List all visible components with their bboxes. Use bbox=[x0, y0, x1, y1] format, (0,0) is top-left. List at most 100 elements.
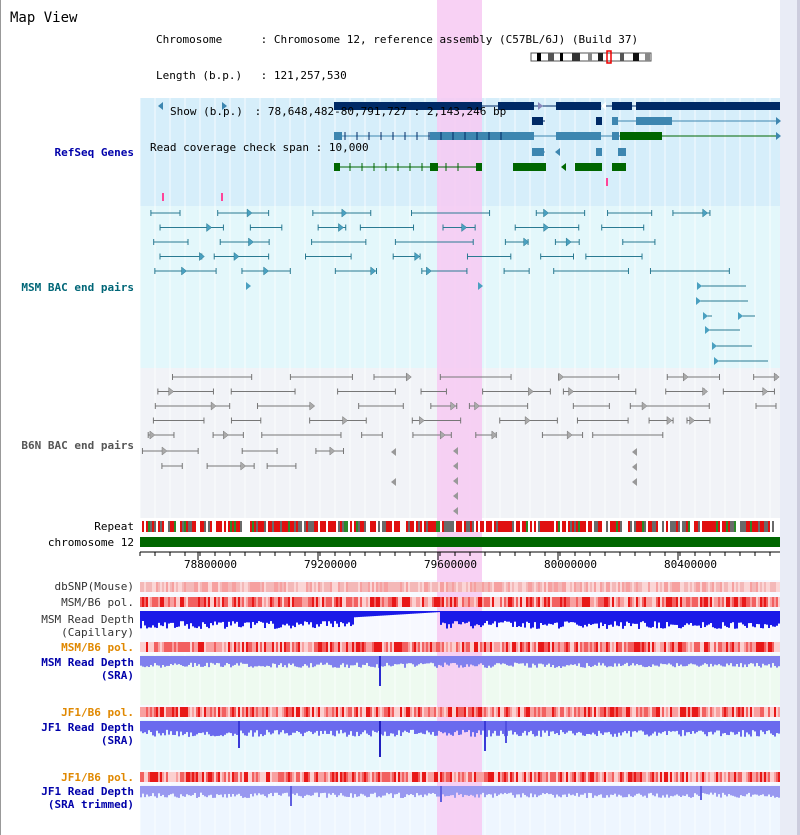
jf1-depth-sra-bar bbox=[320, 721, 322, 732]
repeat-segment bbox=[548, 521, 550, 532]
msm-bac-arrow bbox=[697, 282, 702, 290]
msm-b6-pol-strip-2 bbox=[400, 642, 402, 652]
msm-b6-pol-strip bbox=[388, 597, 390, 607]
dbsnp-strip bbox=[536, 582, 538, 592]
jf1-depth-trim-bar bbox=[476, 786, 478, 795]
msm-depth-sra-bar bbox=[538, 656, 540, 664]
msm-depth-sra-bar bbox=[262, 656, 264, 667]
dbsnp-strip bbox=[502, 582, 504, 592]
dbsnp-strip bbox=[646, 582, 648, 592]
msm-b6-pol-strip bbox=[504, 597, 506, 607]
msm-b6-pol-strip bbox=[348, 597, 350, 607]
dbsnp-strip bbox=[290, 582, 292, 592]
repeat-segment bbox=[306, 521, 308, 532]
dbsnp-strip bbox=[360, 582, 362, 592]
jf1-b6-pol-strip bbox=[616, 707, 618, 717]
msm-depth-sra-bar bbox=[268, 656, 270, 667]
msm-depth-capillary-bar bbox=[356, 611, 358, 618]
msm-b6-pol-strip-2 bbox=[606, 642, 608, 652]
jf1-b6-pol-strip bbox=[524, 707, 526, 717]
jf1-b6-pol-strip bbox=[202, 707, 204, 717]
gene-exon bbox=[596, 148, 602, 156]
jf1-depth-trim-bar bbox=[384, 786, 386, 796]
jf1-depth-trim-bar bbox=[776, 786, 778, 797]
dbsnp-strip bbox=[300, 582, 302, 592]
jf1-b6-pol-strip bbox=[492, 707, 494, 717]
dbsnp-strip bbox=[286, 582, 288, 592]
jf1-depth-trim-bar bbox=[420, 786, 422, 795]
jf1-b6-pol-strip bbox=[208, 707, 210, 717]
dbsnp-strip bbox=[456, 582, 458, 592]
jf1-depth-sra-bar bbox=[766, 721, 768, 731]
repeat-segment bbox=[184, 521, 186, 532]
jf1-b6-pol-strip-2 bbox=[778, 772, 780, 782]
msm-depth-capillary-bar bbox=[486, 611, 488, 621]
msm-depth-sra-bar bbox=[228, 656, 230, 665]
msm-b6-pol-strip-2 bbox=[358, 642, 360, 652]
jf1-depth-sra-bar bbox=[558, 721, 560, 736]
msm-depth-capillary-bar bbox=[724, 611, 726, 626]
repeat-segment bbox=[742, 521, 744, 532]
jf1-b6-pol-strip bbox=[444, 707, 446, 717]
msm-depth-sra-bar bbox=[198, 656, 200, 665]
msm-b6-pol-strip bbox=[446, 597, 448, 607]
b6n-bac-pair-arrow bbox=[240, 461, 247, 471]
dbsnp-strip bbox=[224, 582, 226, 592]
jf1-depth-trim-bar bbox=[620, 786, 622, 796]
msm-b6-pol-strip bbox=[436, 597, 438, 607]
jf1-b6-pol-strip bbox=[260, 707, 262, 717]
msm-depth-capillary-bar bbox=[274, 611, 276, 629]
jf1-depth-sra-bar bbox=[350, 721, 352, 732]
jf1-b6-pol-strip bbox=[314, 707, 316, 717]
dbsnp-strip bbox=[190, 582, 192, 592]
jf1-depth-trim-bar bbox=[544, 786, 546, 795]
jf1-b6-pol-strip-2 bbox=[706, 772, 708, 782]
jf1-b6-pol-strip bbox=[316, 707, 318, 717]
jf1-b6-pol-strip-2 bbox=[576, 772, 578, 782]
gene-exon bbox=[662, 117, 672, 125]
msm-b6-pol-strip-2 bbox=[174, 642, 176, 652]
jf1-depth-trim-bar bbox=[644, 786, 646, 796]
dbsnp-strip bbox=[722, 582, 724, 592]
jf1-depth-sra-bar bbox=[778, 721, 780, 734]
msm-b6-pol-strip-2 bbox=[684, 642, 686, 652]
jf1-b6-pol-label-1: JF1/B6 pol. bbox=[61, 706, 134, 719]
msm-depth-sra-bar bbox=[288, 656, 290, 664]
jf1-depth-trim-bar bbox=[478, 786, 480, 798]
gene-exon bbox=[575, 163, 602, 171]
jf1-depth-trim-bar bbox=[566, 786, 568, 797]
jf1-b6-pol-strip bbox=[718, 707, 720, 717]
jf1-b6-pol-strip-2 bbox=[146, 772, 148, 782]
msm-depth-capillary-bar bbox=[582, 611, 584, 628]
jf1-b6-pol-strip-2 bbox=[660, 772, 662, 782]
jf1-b6-pol-strip-2 bbox=[230, 772, 232, 782]
jf1-b6-pol-strip-2 bbox=[550, 772, 552, 782]
msm-b6-pol-strip-2 bbox=[270, 642, 272, 652]
jf1-b6-pol-strip-2 bbox=[634, 772, 636, 782]
msm-depth-sra-bar bbox=[258, 656, 260, 666]
msm-depth-capillary-bar bbox=[676, 611, 678, 625]
msm-b6-pol-strip bbox=[380, 597, 382, 607]
msm-depth-sra-bar bbox=[506, 656, 508, 666]
jf1-b6-pol-strip bbox=[658, 707, 660, 717]
msm-depth-sra-bar bbox=[732, 656, 734, 667]
jf1-b6-pol-strip-2 bbox=[186, 772, 188, 782]
repeat-segment bbox=[190, 521, 192, 532]
jf1-depth-trim-bar bbox=[246, 786, 248, 798]
repeat-segment bbox=[326, 521, 328, 532]
msm-b6-pol-strip bbox=[516, 597, 518, 607]
msm-depth-sra-bar bbox=[766, 656, 768, 666]
repeat-segment bbox=[620, 521, 622, 532]
msm-depth-capillary-bar bbox=[586, 611, 588, 627]
dbsnp-strip bbox=[514, 582, 516, 592]
msm-depth-sra-bar bbox=[656, 656, 658, 666]
jf1-b6-pol-strip bbox=[624, 707, 626, 717]
dbsnp-strip bbox=[772, 582, 774, 592]
msm-depth-capillary-bar bbox=[432, 611, 434, 613]
msm-b6-pol-strip-2 bbox=[626, 642, 628, 652]
msm-b6-pol-strip-2 bbox=[222, 642, 224, 652]
msm-depth-sra-bar bbox=[260, 656, 262, 667]
jf1-b6-pol-strip bbox=[744, 707, 746, 717]
jf1-b6-pol-strip bbox=[552, 707, 554, 717]
